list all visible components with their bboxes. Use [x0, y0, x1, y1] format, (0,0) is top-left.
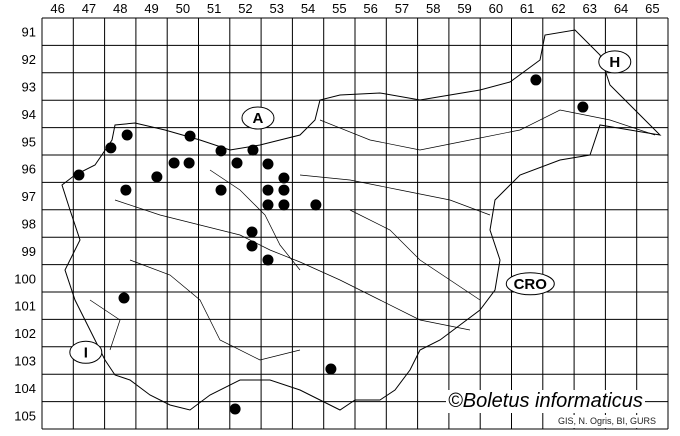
river: [129, 259, 301, 361]
record-dot: [246, 226, 258, 238]
record-dot: [246, 240, 258, 252]
row-label: 97: [22, 189, 36, 204]
row-label: 98: [22, 217, 36, 232]
record-dot: [262, 254, 274, 266]
record-dot: [278, 172, 290, 184]
record-dot: [121, 129, 133, 141]
row-label: 94: [22, 107, 36, 122]
river: [349, 209, 481, 301]
column-label: 49: [144, 1, 158, 16]
record-dot: [73, 169, 85, 181]
row-label: 101: [14, 299, 36, 314]
column-label: 64: [614, 1, 628, 16]
country-label: I: [84, 344, 88, 361]
record-dot: [530, 74, 542, 86]
column-label: 52: [238, 1, 252, 16]
column-label: 55: [332, 1, 346, 16]
column-label: 50: [176, 1, 190, 16]
row-label: 102: [14, 326, 36, 341]
column-label: 47: [82, 1, 96, 16]
column-label: 62: [551, 1, 565, 16]
row-label: 93: [22, 80, 36, 95]
river: [299, 174, 491, 216]
column-label: 61: [520, 1, 534, 16]
record-dot: [229, 403, 241, 415]
record-dot: [577, 101, 589, 113]
river: [89, 299, 121, 351]
record-dot: [184, 130, 196, 142]
record-dot: [168, 157, 180, 169]
record-dot: [278, 184, 290, 196]
row-label: 91: [22, 25, 36, 40]
record-dot: [231, 157, 243, 169]
country-label: H: [609, 54, 620, 71]
record-dot: [151, 171, 163, 183]
source-credit: GIS, N. Ogris, BI, GURS: [556, 415, 659, 428]
column-label: 58: [426, 1, 440, 16]
country-label-ellipse: [505, 272, 555, 296]
record-dot: [118, 292, 130, 304]
country-label: A: [253, 110, 264, 127]
record-dot: [310, 199, 322, 211]
row-label: 103: [14, 354, 36, 369]
column-label: 53: [270, 1, 284, 16]
record-dot: [105, 142, 117, 154]
record-dot: [262, 184, 274, 196]
column-label: 51: [207, 1, 221, 16]
column-label: 48: [113, 1, 127, 16]
country-label-ellipse: [241, 106, 275, 130]
column-label: 59: [457, 1, 471, 16]
river: [319, 109, 656, 151]
record-dot: [262, 199, 274, 211]
country-label: CRO: [514, 276, 548, 293]
column-label: 54: [301, 1, 315, 16]
country-label-ellipse: [69, 340, 103, 364]
column-label: 60: [489, 1, 503, 16]
row-label: 105: [14, 408, 36, 423]
river: [114, 199, 471, 331]
record-dot: [215, 184, 227, 196]
record-dot: [262, 158, 274, 170]
country-border: [61, 29, 662, 411]
column-label: 57: [395, 1, 409, 16]
column-label: 65: [645, 1, 659, 16]
record-dot: [120, 184, 132, 196]
copyright-text: ©Boletus informaticus: [446, 390, 645, 413]
row-label: 99: [22, 244, 36, 259]
row-label: 100: [14, 271, 36, 286]
row-label: 95: [22, 134, 36, 149]
column-label: 56: [363, 1, 377, 16]
record-dot: [278, 199, 290, 211]
row-label: 96: [22, 162, 36, 177]
record-dot: [325, 363, 337, 375]
record-dot: [183, 157, 195, 169]
row-label: 92: [22, 52, 36, 67]
country-label-ellipse: [598, 50, 632, 74]
record-dot: [247, 144, 259, 156]
record-dot: [215, 145, 227, 157]
column-label: 63: [583, 1, 597, 16]
river: [209, 169, 301, 271]
column-label: 46: [50, 1, 64, 16]
row-label: 104: [14, 381, 36, 396]
